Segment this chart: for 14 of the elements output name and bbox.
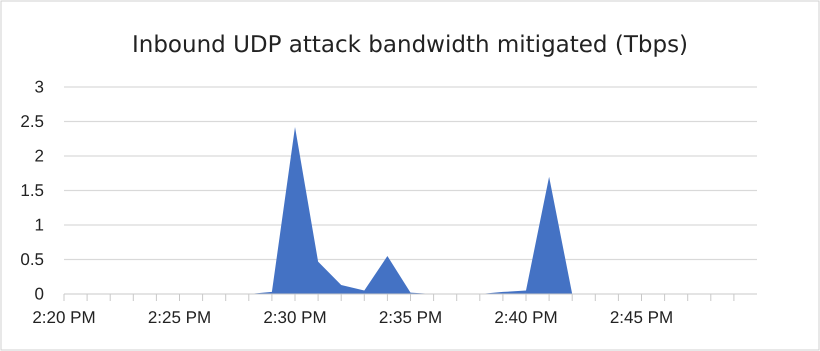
x-tick-label: 2:20 PM bbox=[32, 308, 96, 328]
chart-title: Inbound UDP attack bandwidth mitigated (Tbps) bbox=[132, 32, 688, 58]
x-tick-label: 2:45 PM bbox=[610, 308, 674, 328]
y-tick-label: 2.5 bbox=[20, 112, 44, 131]
x-tick-label: 2:40 PM bbox=[494, 308, 558, 328]
y-tick-label: 2 bbox=[34, 146, 44, 166]
x-tick-label: 2:25 PM bbox=[148, 308, 212, 328]
y-tick-label: 0 bbox=[34, 284, 44, 304]
y-tick-label: 1.5 bbox=[20, 180, 44, 200]
y-tick-label: 1 bbox=[34, 215, 44, 234]
y-tick-label: 0.5 bbox=[20, 250, 44, 269]
x-tick-label: 2:35 PM bbox=[378, 308, 442, 328]
x-tick-label: 2:30 PM bbox=[263, 308, 327, 328]
y-tick-label: 3 bbox=[34, 77, 44, 96]
